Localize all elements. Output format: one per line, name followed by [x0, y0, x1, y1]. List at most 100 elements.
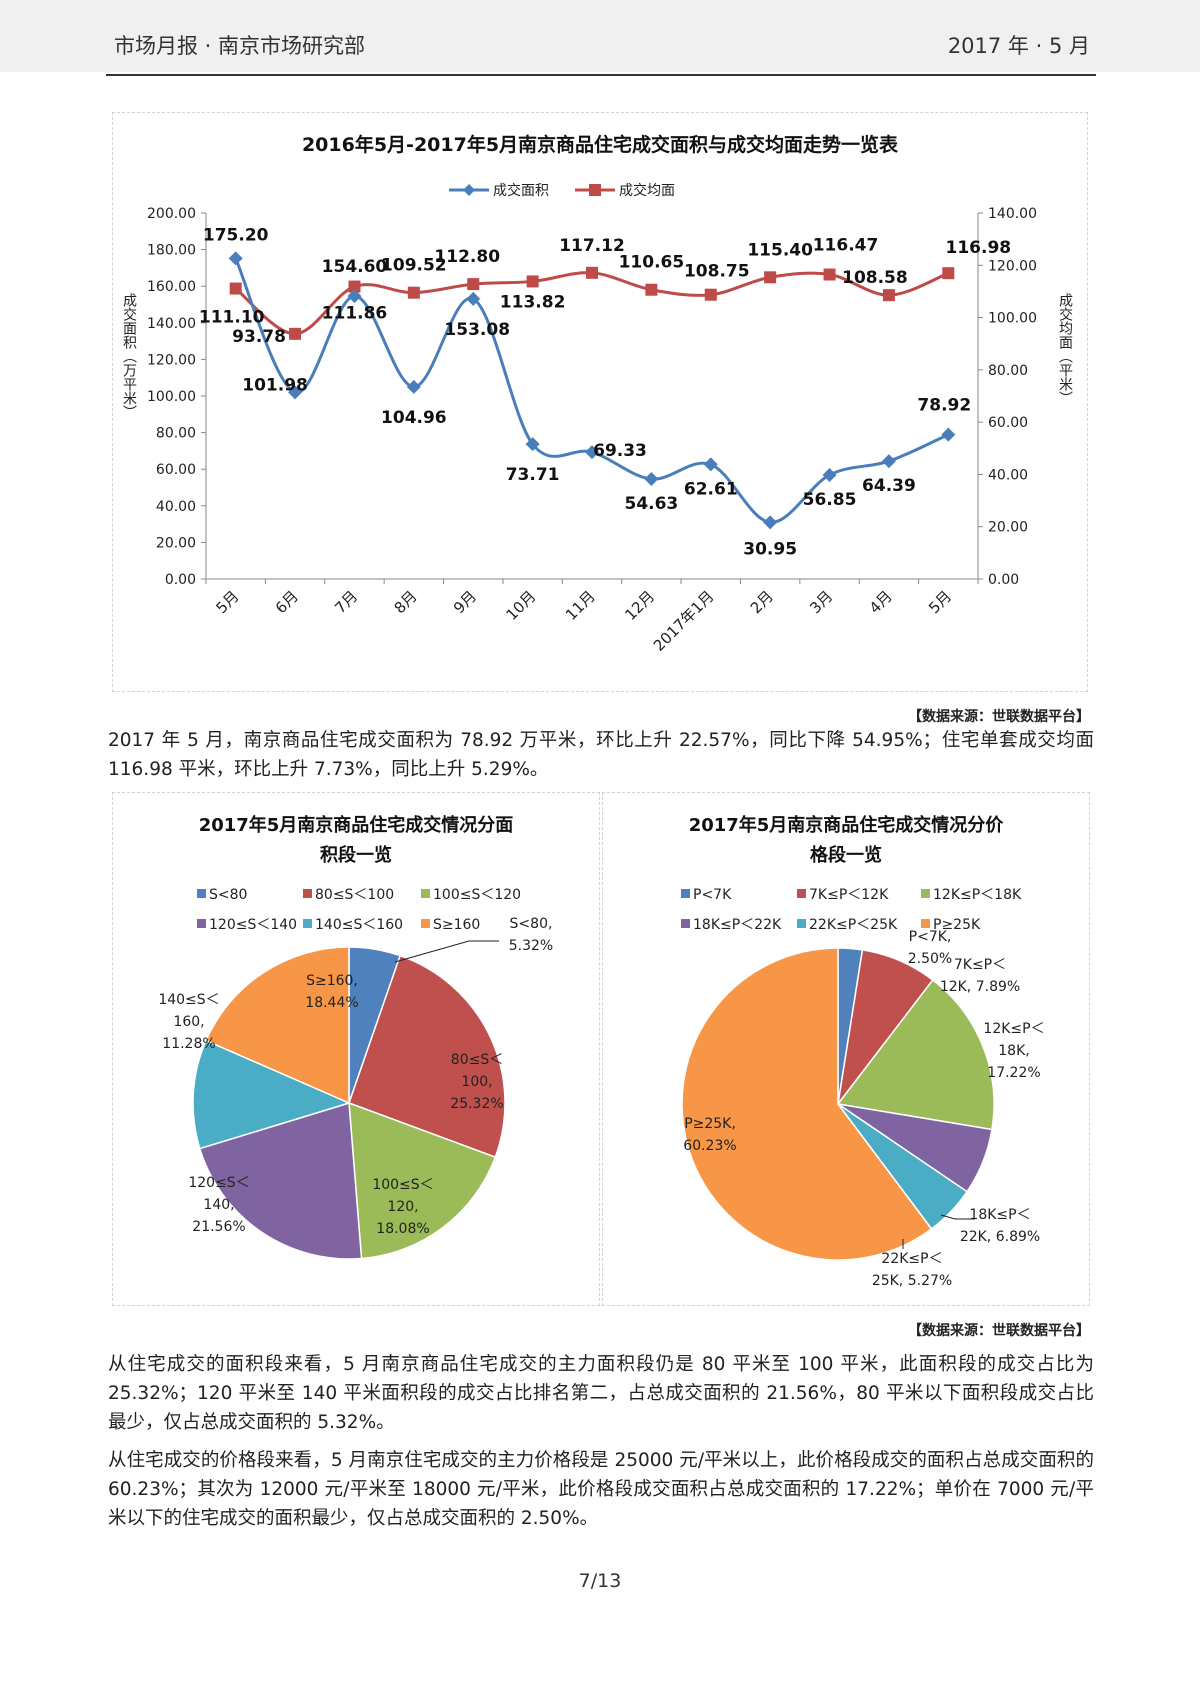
x-tick-label: 3月: [806, 587, 836, 617]
area-point: [288, 385, 303, 400]
pie-legend-swatch: [421, 919, 430, 928]
y-right-tick-label: 60.00: [988, 415, 1028, 431]
series-line-area: [234, 257, 949, 524]
area-data-label: 56.85: [803, 490, 857, 510]
pie-slice: [348, 954, 506, 1159]
data-source-note-2: 【数据来源：世联数据平台】: [908, 1323, 1090, 1339]
pie-legend-swatch: [197, 919, 206, 928]
avg-point: [882, 289, 895, 302]
area-data-label: 104.96: [381, 408, 447, 428]
pie-data-label: S≥160, 18.44%: [305, 973, 358, 1011]
avg-data-label: 112.80: [434, 247, 500, 267]
y-left-tick-label: 20.00: [156, 535, 196, 551]
pie-legend-label: 100≤S＜120: [433, 887, 521, 903]
y-right-tick-label: 80.00: [988, 363, 1028, 379]
pie-slice: [348, 1101, 497, 1260]
y-left-tick-label: 120.00: [147, 352, 196, 368]
y-axis-right-title: 成交均面（平米）: [1057, 293, 1073, 405]
avg-point: [229, 282, 242, 295]
avg-data-label: 115.40: [747, 240, 813, 260]
report-date: 2017 年 · 5 月: [947, 34, 1090, 58]
y-right-tick-label: 20.00: [988, 520, 1028, 536]
pie-data-label: P≥25K, 60.23%: [683, 1116, 736, 1154]
legend-area-marker: [463, 184, 475, 196]
pie-legend-label: 12K≤P＜18K: [933, 887, 1022, 903]
area-point: [228, 251, 243, 266]
avg-point: [526, 275, 539, 288]
area-data-label: 64.39: [862, 476, 916, 496]
avg-data-label: 93.78: [232, 327, 286, 347]
area-data-label: 30.95: [743, 539, 797, 559]
avg-point: [586, 266, 598, 279]
y-left-tick-label: 40.00: [156, 499, 196, 515]
area-data-label: 154.60: [322, 257, 388, 277]
y-right-tick-label: 0.00: [988, 572, 1019, 588]
area-data-label: 153.08: [444, 320, 510, 340]
y-left-tick-label: 100.00: [147, 389, 196, 405]
page-number: 7/13: [578, 1570, 622, 1592]
x-tick-label: 6月: [272, 587, 302, 617]
pie-slice: [836, 979, 995, 1131]
area-data-label: 78.92: [917, 396, 971, 416]
y-left-tick-label: 180.00: [147, 243, 196, 259]
pie-data-label: S<80, 5.32%: [509, 916, 553, 954]
pie-legend-swatch: [303, 919, 312, 928]
pie-area-title-line1: 2017年5月南京商品住宅成交情况分面: [199, 814, 514, 836]
area-point: [525, 437, 540, 452]
pie-legend-label: S<80: [209, 887, 247, 903]
report-title: 市场月报 · 南京市场研究部: [114, 34, 366, 58]
legend-area-label: 成交面积: [493, 182, 549, 199]
y-left-tick-label: 140.00: [147, 316, 196, 332]
pie-legend-swatch: [797, 919, 806, 928]
pie-legend-label: 140≤S＜160: [315, 917, 403, 933]
avg-data-label: 117.12: [559, 236, 625, 256]
y-left-tick-label: 0.00: [165, 572, 196, 588]
y-right-tick-label: 100.00: [988, 311, 1037, 327]
area-data-label: 62.61: [684, 479, 738, 499]
pie-data-label: 7K≤P＜ 12K, 7.89%: [940, 957, 1020, 995]
y-left-tick-label: 60.00: [156, 462, 196, 478]
avg-point: [289, 327, 302, 340]
area-data-label: 73.71: [506, 465, 560, 485]
avg-point: [704, 288, 717, 301]
pie-legend-label: P<7K: [693, 887, 732, 903]
pie-legend-swatch: [421, 889, 430, 898]
avg-data-label: 111.86: [322, 304, 388, 324]
avg-point: [942, 267, 955, 280]
area-point: [763, 515, 778, 530]
y-left-tick-label: 200.00: [147, 206, 196, 222]
pie-legend-swatch: [197, 889, 206, 898]
pie-legend-label: P≥25K: [933, 917, 981, 933]
y-right-tick-label: 40.00: [988, 467, 1028, 483]
pie-legend-label: 80≤S＜100: [315, 887, 394, 903]
x-tick-label: 11月: [562, 587, 599, 624]
x-tick-label: 9月: [450, 587, 480, 617]
pie-slice: [192, 1039, 352, 1150]
header-divider: [106, 74, 1096, 76]
area-point: [406, 379, 421, 394]
pie-slice: [681, 947, 933, 1261]
area-data-label: 69.33: [593, 441, 647, 461]
pie-legend-label: 18K≤P＜22K: [693, 917, 782, 933]
avg-data-label: 109.52: [381, 256, 447, 276]
pie-leader-line: [940, 1214, 975, 1220]
area-point: [585, 445, 599, 460]
pie-legend-label: 7K≤P＜12K: [809, 887, 889, 903]
avg-data-label: 113.82: [500, 292, 566, 312]
line-chart-frame: 2016年5月-2017年5月南京商品住宅成交面积与成交均面走势一览表 成交面积…: [112, 112, 1088, 692]
avg-point: [348, 280, 361, 293]
pie-area-title-line2: 积段一览: [320, 844, 392, 866]
pie-data-label: 22K≤P＜ 25K, 5.27%: [872, 1251, 952, 1289]
area-point: [347, 289, 362, 304]
line-chart-legend: 成交面积 成交均面: [449, 182, 675, 199]
paragraph-summary: 2017 年 5 月，南京商品住宅成交面积为 78.92 万平米，环比上升 22…: [108, 730, 1094, 780]
pie-leader-line: [394, 940, 499, 963]
page-header: 市场月报 · 南京市场研究部 2017 年 · 5 月: [0, 0, 1200, 72]
pie-chart-price: 2017年5月南京商品住宅成交情况分价 格段一览 P<7K 7K≤P＜12K 12K…: [681, 814, 1045, 1289]
x-tick-label: 7月: [331, 587, 361, 617]
area-point: [644, 472, 659, 487]
avg-data-label: 116.98: [946, 238, 1012, 258]
pie-legend-label: S≥160: [433, 917, 480, 933]
pie-legend-swatch: [303, 889, 312, 898]
pie-price-title-line2: 格段一览: [810, 844, 882, 866]
